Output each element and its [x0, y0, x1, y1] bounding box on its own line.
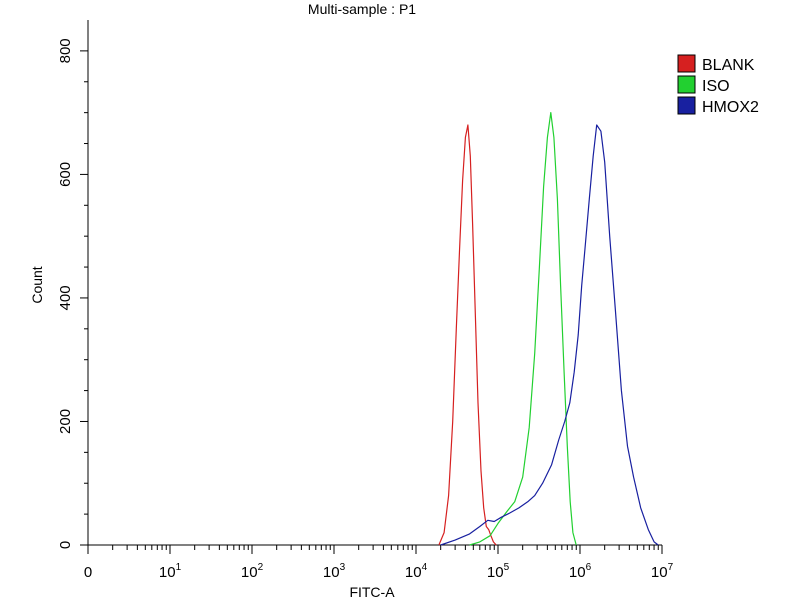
series-line-hmox2	[440, 124, 659, 546]
y-tick-label: 800	[57, 38, 74, 63]
series-line-iso	[469, 111, 577, 546]
x-tick-label: 107	[651, 562, 674, 581]
series-line-blank	[438, 124, 497, 546]
x-tick-label: 0	[84, 564, 92, 581]
x-tick-label: 105	[487, 562, 510, 581]
legend-label-hmox2: HMOX2	[702, 99, 759, 116]
legend-swatch-iso	[677, 75, 696, 94]
y-axis: 0 200 400 600 800	[57, 38, 88, 549]
y-tick-label: 600	[57, 162, 74, 187]
plot-frame	[87, 20, 662, 546]
x-axis: 0 101 102 103 104 105 106 107	[84, 545, 674, 581]
x-axis-title: FITC-A	[349, 584, 395, 600]
x-tick-label: 106	[569, 562, 592, 581]
chart-title: Multi-sample : P1	[308, 1, 416, 17]
x-tick-label: 103	[323, 562, 346, 581]
legend-swatch-hmox2	[677, 96, 696, 115]
legend: BLANK ISO HMOX2	[677, 54, 759, 116]
y-tick-label: 400	[57, 285, 74, 310]
x-tick-label: 104	[405, 562, 428, 581]
y-tick-label: 0	[57, 541, 74, 549]
legend-label-blank: BLANK	[702, 57, 755, 74]
y-tick-label: 200	[57, 409, 74, 434]
x-tick-label: 102	[241, 562, 264, 581]
y-axis-title: Count	[29, 266, 45, 303]
legend-label-iso: ISO	[702, 78, 730, 95]
legend-swatch-blank	[677, 54, 696, 73]
series-layer	[438, 111, 659, 546]
x-tick-label: 101	[159, 562, 182, 581]
